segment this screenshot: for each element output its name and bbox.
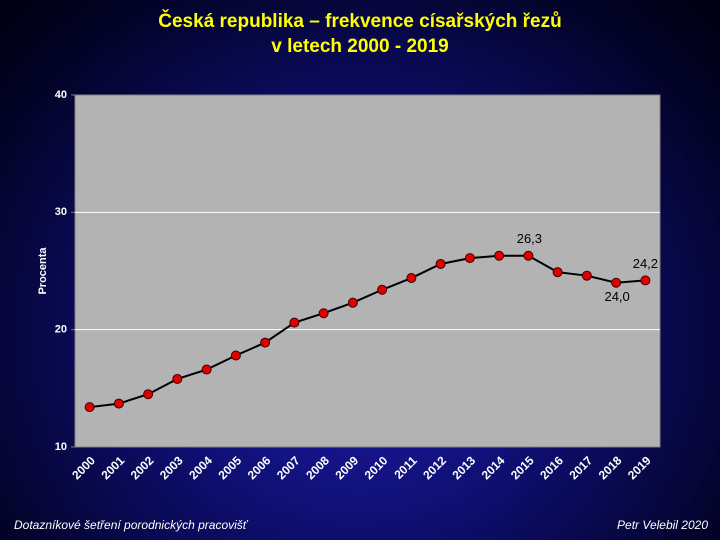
data-point xyxy=(318,308,329,319)
data-point xyxy=(230,350,241,361)
data-point xyxy=(494,250,505,261)
chart-subtitle: v letech 2000 - 2019 xyxy=(271,36,448,57)
x-tick-label: 2009 xyxy=(332,453,361,482)
chart-title: Česká republika – frekvence císařských ř… xyxy=(158,10,561,32)
footer-left: Dotazníkové šetření porodnických pracovi… xyxy=(14,518,249,532)
y-tick-label: 20 xyxy=(55,324,67,336)
data-point xyxy=(113,398,124,409)
x-tick-label: 2011 xyxy=(391,453,420,482)
data-line xyxy=(89,254,646,409)
x-tick-label: 2016 xyxy=(537,453,566,482)
x-tick-label: 2018 xyxy=(596,453,625,482)
data-point xyxy=(143,389,154,400)
data-point xyxy=(581,270,592,281)
data-point xyxy=(84,402,95,413)
x-tick-label: 2010 xyxy=(362,453,391,482)
x-tick-label: 2002 xyxy=(128,453,157,482)
x-tick-label: 2005 xyxy=(215,453,244,482)
data-label: 24,2 xyxy=(633,256,658,271)
y-tick-label: 10 xyxy=(55,441,67,453)
x-tick-label: 2012 xyxy=(420,453,449,482)
x-tick-label: 2017 xyxy=(566,453,595,482)
data-point xyxy=(172,373,183,384)
x-tick-label: 2014 xyxy=(479,453,508,482)
x-tick-label: 2007 xyxy=(274,453,303,482)
data-point xyxy=(435,258,446,269)
data-point xyxy=(347,297,358,308)
data-point xyxy=(260,337,271,348)
data-point xyxy=(611,277,622,288)
data-point xyxy=(406,273,417,284)
y-tick-label: 30 xyxy=(55,206,67,218)
data-label: 24,0 xyxy=(604,289,629,304)
x-tick-label: 2015 xyxy=(508,453,537,482)
y-axis-label: Procenta xyxy=(37,247,49,295)
data-point xyxy=(464,253,475,264)
data-point xyxy=(289,317,300,328)
data-label: 26,3 xyxy=(517,231,542,246)
x-tick-label: 2000 xyxy=(69,453,98,482)
x-tick-label: 2003 xyxy=(157,453,186,482)
footer-right: Petr Velebil 2020 xyxy=(617,518,708,532)
x-tick-label: 2019 xyxy=(625,453,654,482)
x-tick-label: 2001 xyxy=(98,453,127,482)
x-tick-label: 2008 xyxy=(303,453,332,482)
x-tick-label: 2013 xyxy=(449,453,478,482)
data-point xyxy=(377,284,388,295)
data-point xyxy=(201,364,212,375)
data-point xyxy=(552,267,563,278)
x-tick-label: 2004 xyxy=(186,453,215,482)
data-point xyxy=(523,250,534,261)
y-tick-label: 40 xyxy=(55,89,67,101)
x-tick-label: 2006 xyxy=(245,453,274,482)
plot-area xyxy=(74,94,661,448)
data-point xyxy=(640,275,651,286)
